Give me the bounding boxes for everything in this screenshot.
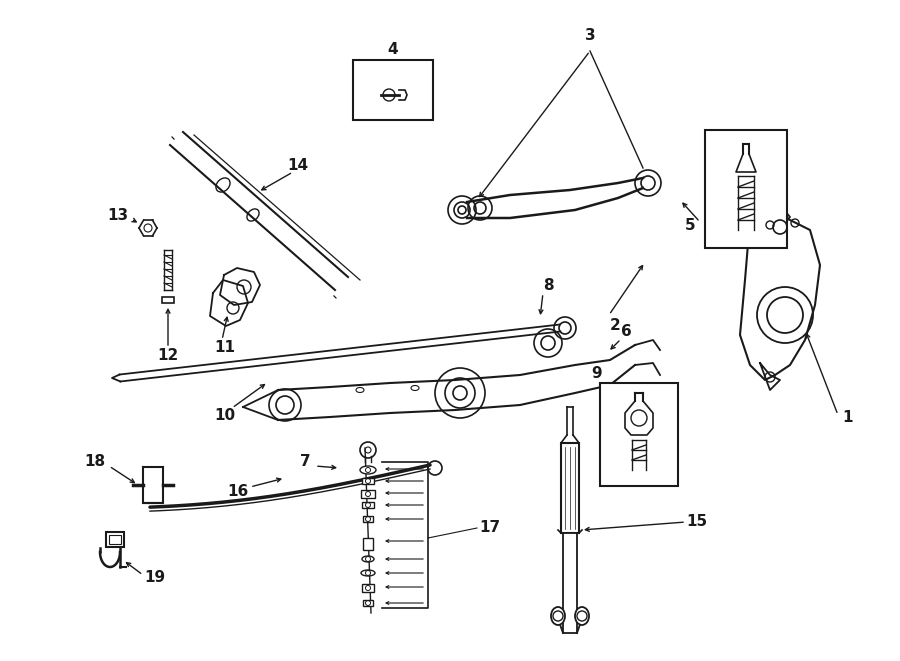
Text: 4: 4 <box>388 42 399 58</box>
Text: 13: 13 <box>107 208 129 223</box>
Bar <box>353 60 433 120</box>
Text: 15: 15 <box>687 514 707 529</box>
Text: 9: 9 <box>591 366 602 381</box>
Bar <box>109 535 121 544</box>
Text: 17: 17 <box>480 520 500 535</box>
Text: 11: 11 <box>214 340 236 356</box>
Bar <box>563 533 577 633</box>
Polygon shape <box>740 210 820 380</box>
Bar <box>361 490 375 498</box>
Ellipse shape <box>360 466 376 474</box>
Text: 14: 14 <box>287 157 309 173</box>
Polygon shape <box>625 401 653 435</box>
Bar <box>561 443 579 533</box>
Ellipse shape <box>361 570 375 576</box>
Bar <box>362 502 374 508</box>
Ellipse shape <box>551 607 565 625</box>
Text: 8: 8 <box>543 278 553 293</box>
Polygon shape <box>736 154 756 172</box>
Bar <box>362 478 374 484</box>
Bar <box>600 383 678 486</box>
Bar <box>162 297 174 303</box>
Text: 16: 16 <box>228 485 248 500</box>
Polygon shape <box>220 268 260 305</box>
Polygon shape <box>278 345 635 420</box>
Text: 6: 6 <box>621 325 632 340</box>
Text: 1: 1 <box>842 410 853 426</box>
Text: 5: 5 <box>685 217 696 233</box>
Bar <box>363 600 373 606</box>
Bar <box>362 584 374 592</box>
Text: 2: 2 <box>609 317 620 332</box>
Text: 10: 10 <box>214 407 236 422</box>
Text: 19: 19 <box>144 570 166 586</box>
Text: 3: 3 <box>585 28 595 42</box>
Bar <box>363 538 373 550</box>
Polygon shape <box>210 280 248 326</box>
Text: 18: 18 <box>85 455 105 469</box>
Bar <box>705 130 787 248</box>
Polygon shape <box>120 325 561 381</box>
Ellipse shape <box>575 607 589 625</box>
Text: 12: 12 <box>158 348 178 362</box>
Bar <box>363 516 373 522</box>
Text: 7: 7 <box>300 455 310 469</box>
Bar <box>106 532 124 547</box>
Polygon shape <box>170 132 338 303</box>
Ellipse shape <box>362 556 374 562</box>
